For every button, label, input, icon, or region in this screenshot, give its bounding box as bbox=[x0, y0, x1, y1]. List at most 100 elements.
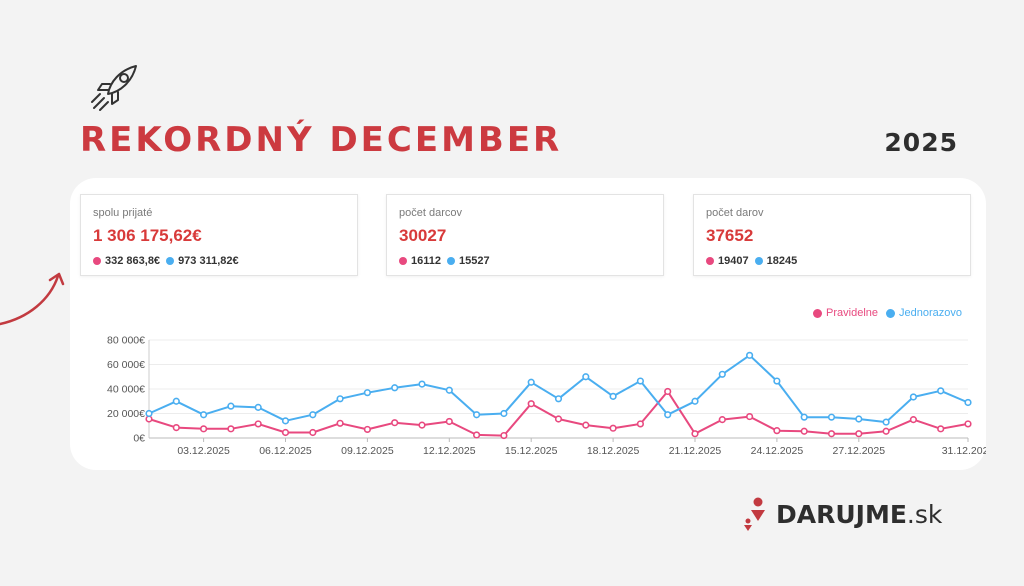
brand-name-bold: DARUJME bbox=[776, 499, 907, 529]
data-point-regular bbox=[336, 419, 344, 427]
regular-dot-icon bbox=[93, 257, 101, 265]
onetime-dot-icon bbox=[754, 257, 763, 265]
x-tick-label: 12.12.2025 bbox=[423, 445, 476, 457]
chart-legend: Pravidelne Jednorazovo bbox=[813, 307, 962, 319]
data-point-regular bbox=[964, 420, 972, 428]
data-point-regular bbox=[391, 419, 399, 427]
data-point-onetime bbox=[882, 418, 890, 426]
line-chart: 0€ 20 000€ 40 000€ 60 000€ 80 000€ 03.12.2025… bbox=[107, 335, 986, 458]
x-tick-label: 18.12.2025 bbox=[587, 445, 640, 457]
x-tick-label: 06.12.2025 bbox=[259, 445, 312, 457]
data-point-regular bbox=[473, 431, 481, 439]
stat-onetime: 973 311,82€ bbox=[178, 255, 239, 267]
data-point-onetime bbox=[309, 411, 317, 419]
stat-value: 37652 bbox=[706, 226, 754, 245]
data-point-onetime bbox=[718, 370, 726, 378]
legend-item-onetime[interactable]: Jednorazovo bbox=[886, 307, 962, 319]
x-tick-label: 24.12.2025 bbox=[751, 445, 804, 457]
stat-regular: 332 863,8€ bbox=[105, 255, 161, 267]
data-point-onetime bbox=[964, 398, 972, 407]
data-point-regular bbox=[718, 416, 726, 424]
data-point-onetime bbox=[527, 378, 535, 386]
stat-regular: 16112 bbox=[411, 255, 441, 267]
data-point-regular bbox=[827, 430, 836, 438]
x-tick-label: 31.12.2025 bbox=[942, 445, 986, 457]
y-tick-label: 40 000€ bbox=[107, 384, 145, 396]
stat-label: počet darcov bbox=[399, 207, 462, 219]
data-point-onetime bbox=[363, 389, 372, 397]
x-tick-label: 21.12.2025 bbox=[669, 445, 722, 457]
data-point-regular bbox=[745, 412, 754, 421]
curved-arrow-icon bbox=[0, 272, 65, 326]
data-point-regular bbox=[500, 431, 508, 440]
y-tick-label: 80 000€ bbox=[107, 335, 145, 347]
onetime-dot-icon bbox=[166, 257, 175, 265]
stat-split: 19407 18245 bbox=[706, 255, 958, 267]
data-point-regular bbox=[445, 417, 453, 426]
data-point-regular bbox=[254, 420, 262, 428]
data-point-onetime bbox=[582, 373, 590, 381]
data-point-onetime bbox=[500, 409, 508, 418]
x-tick-label: 03.12.2025 bbox=[177, 445, 230, 457]
rocket-icon bbox=[91, 65, 137, 111]
data-point-onetime bbox=[909, 393, 918, 401]
legend-label: Pravidelne bbox=[826, 307, 878, 319]
data-point-regular bbox=[281, 428, 290, 437]
stat-value: 1 306 175,62€ bbox=[93, 226, 202, 245]
data-point-regular bbox=[691, 430, 699, 438]
brand-name: DARUJME.sk bbox=[776, 500, 942, 529]
regular-dot-icon bbox=[399, 257, 407, 265]
legend-label: Jednorazovo bbox=[899, 307, 962, 319]
data-point-onetime bbox=[336, 395, 344, 403]
stat-split: 16112 15527 bbox=[399, 255, 651, 267]
data-point-regular bbox=[937, 425, 945, 433]
onetime-dot-icon bbox=[446, 257, 455, 265]
data-point-onetime bbox=[609, 392, 617, 400]
data-point-onetime bbox=[745, 351, 754, 359]
stat-regular: 19407 bbox=[718, 255, 749, 267]
data-point-regular bbox=[636, 420, 645, 428]
stat-card-donors: počet darcov 30027 16112 15527 bbox=[386, 194, 664, 276]
data-point-regular bbox=[527, 400, 535, 408]
data-point-regular bbox=[773, 427, 781, 435]
data-point-onetime bbox=[172, 397, 180, 405]
stat-onetime: 15527 bbox=[458, 255, 490, 267]
year-label: 2025 bbox=[884, 128, 958, 157]
data-point-regular bbox=[363, 425, 372, 434]
data-point-onetime bbox=[554, 395, 563, 403]
regular-dot-icon bbox=[706, 257, 714, 265]
x-tick-label: 15.12.2025 bbox=[505, 445, 558, 457]
legend-item-regular[interactable]: Pravidelne bbox=[813, 307, 878, 319]
data-point-regular bbox=[200, 425, 208, 433]
stat-card-donations: počet darov 37652 19407 18245 bbox=[693, 194, 971, 276]
data-point-onetime bbox=[800, 413, 808, 421]
data-point-onetime bbox=[200, 411, 208, 419]
y-tick-label: 60 000€ bbox=[107, 359, 145, 371]
data-point-onetime bbox=[773, 377, 781, 385]
stat-label: počet darov bbox=[706, 207, 764, 219]
data-point-regular bbox=[664, 387, 672, 396]
data-point-onetime bbox=[254, 403, 262, 411]
data-point-onetime bbox=[473, 411, 481, 419]
legend-dot-icon bbox=[886, 308, 895, 318]
data-point-regular bbox=[172, 423, 180, 432]
x-tick-label: 09.12.2025 bbox=[341, 445, 394, 457]
data-point-regular bbox=[855, 430, 863, 438]
brand-logo: DARUJME.sk bbox=[742, 494, 942, 534]
stat-onetime: 18245 bbox=[766, 255, 798, 267]
data-point-onetime bbox=[937, 387, 945, 395]
data-point-onetime bbox=[445, 386, 453, 394]
data-point-regular bbox=[800, 427, 808, 435]
data-point-regular bbox=[582, 421, 590, 429]
stats-panel: spolu prijaté 1 306 175,62€ 332 863,8€ 9… bbox=[70, 178, 986, 470]
data-point-regular bbox=[882, 427, 890, 435]
data-point-onetime bbox=[664, 411, 672, 419]
data-point-regular bbox=[554, 415, 563, 423]
brand-name-suffix: .sk bbox=[906, 499, 943, 529]
data-point-onetime bbox=[391, 384, 399, 392]
x-tick-label: 27.12.2025 bbox=[833, 445, 886, 457]
data-point-onetime bbox=[855, 415, 863, 423]
data-point-onetime bbox=[691, 397, 699, 405]
page-title: Rekordný december bbox=[80, 120, 563, 160]
y-tick-label: 0€ bbox=[133, 433, 145, 445]
